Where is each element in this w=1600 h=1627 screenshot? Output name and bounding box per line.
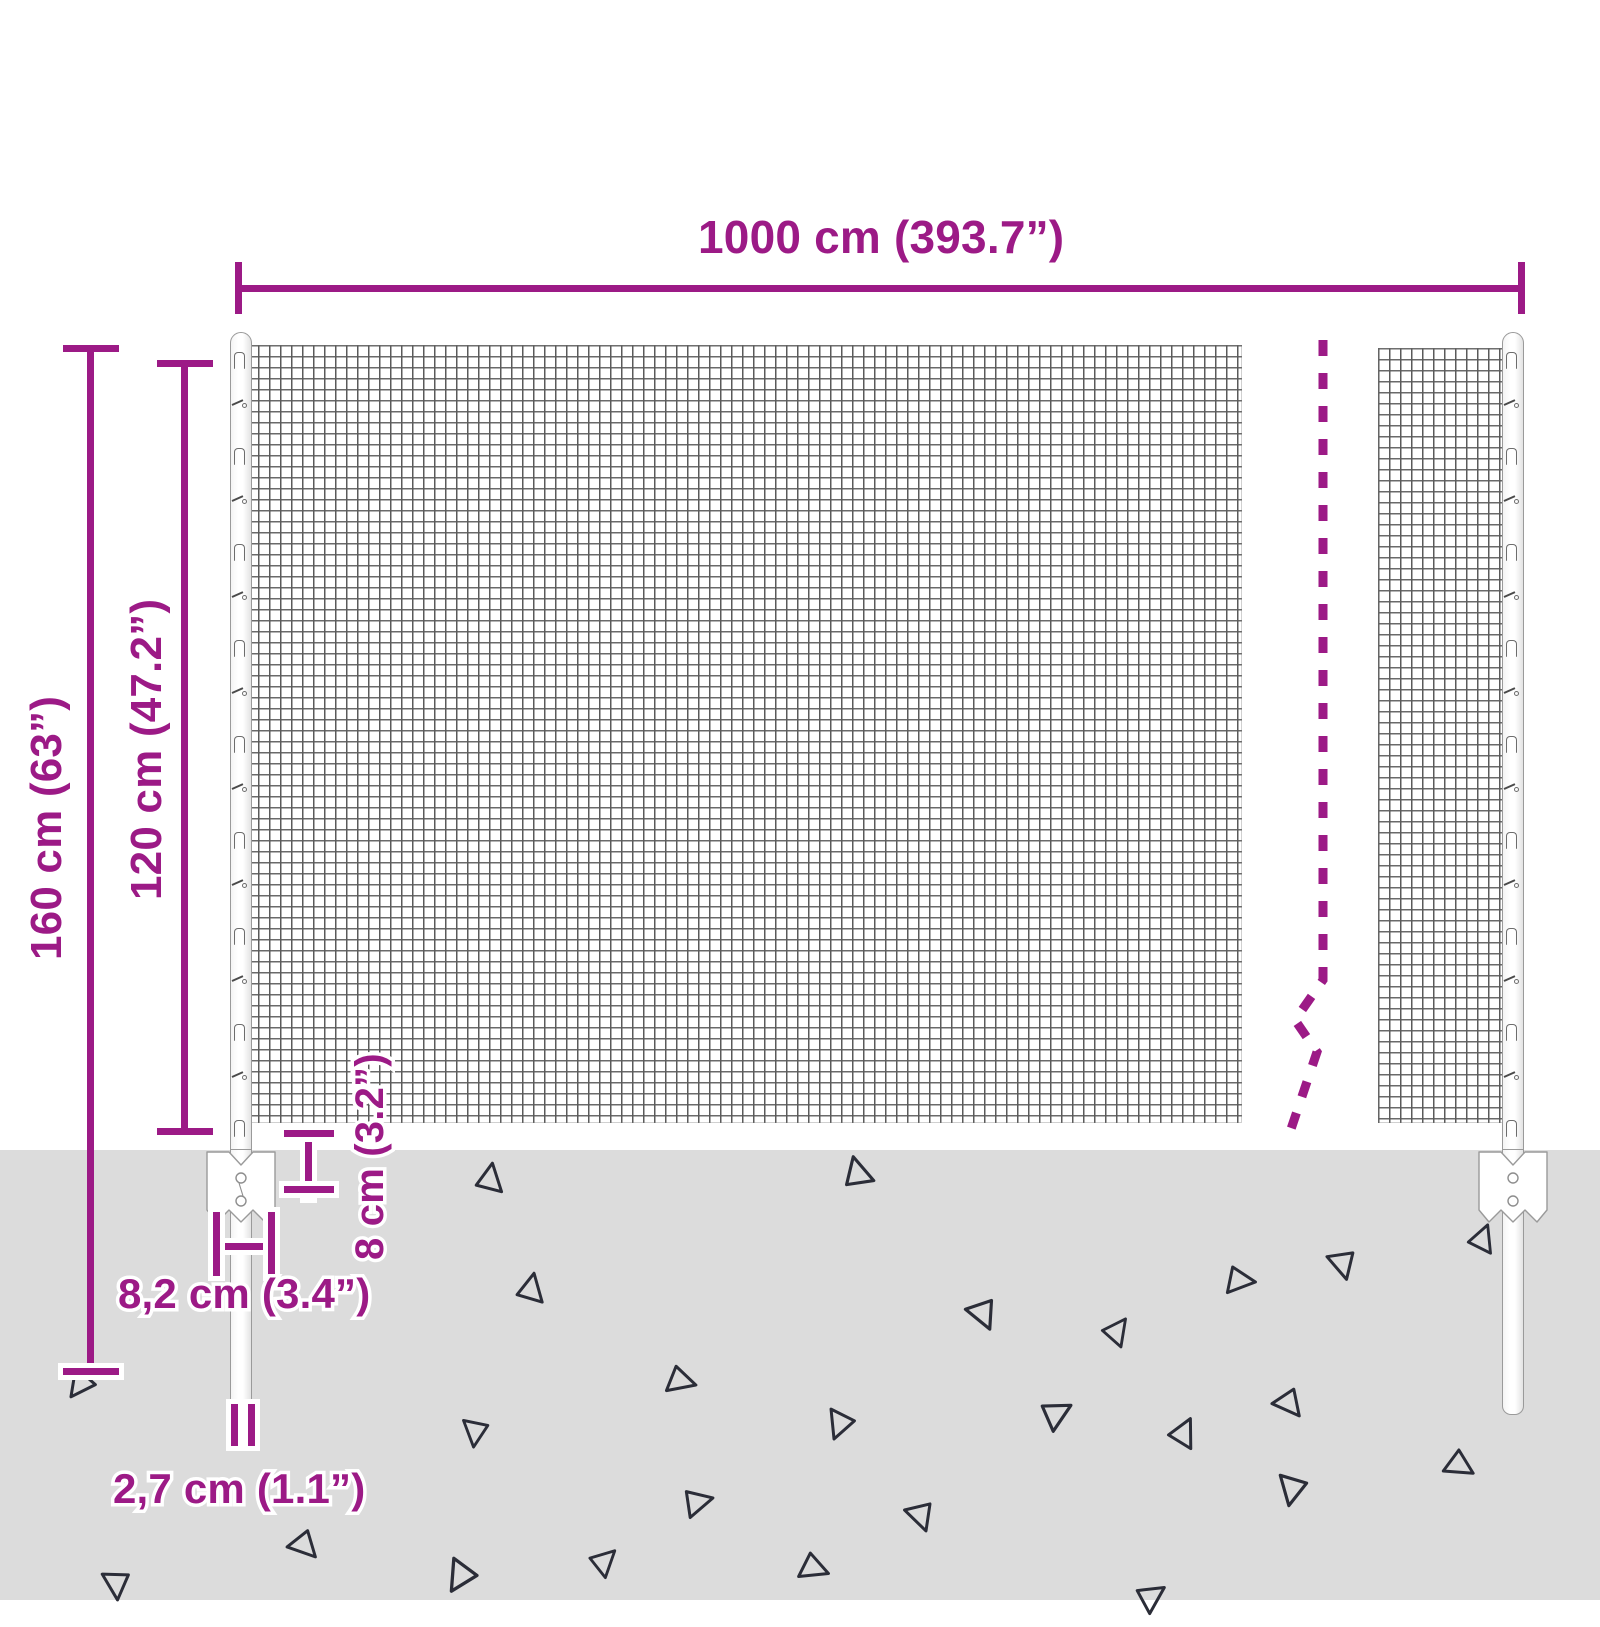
post-clip-left <box>234 832 245 849</box>
pebble <box>1429 1436 1488 1493</box>
pebble <box>1088 1304 1144 1361</box>
wire-mesh-panel-left <box>247 345 1242 1123</box>
post-clip-right <box>1506 832 1517 849</box>
pebble <box>1155 1406 1210 1464</box>
fence-post-right-above-ground <box>1502 332 1524 1150</box>
panel-height-dimension-label: 120 cm (47.2”) <box>119 595 175 903</box>
post-screw-right <box>1504 688 1519 698</box>
post-screw-right <box>1504 1072 1519 1082</box>
post-clip-right <box>1506 352 1517 369</box>
pebble <box>1457 1214 1507 1267</box>
pebble <box>273 1514 333 1574</box>
base-plate-height-tick-top <box>284 1130 334 1137</box>
post-width-dimension-line <box>234 1424 250 1431</box>
panel-height-dimension-line <box>181 360 188 1135</box>
pebble <box>574 1534 631 1591</box>
pebble <box>832 1146 885 1203</box>
post-clip-left <box>234 1120 245 1137</box>
post-clip-left <box>234 736 245 753</box>
post-screw-right <box>1504 400 1519 410</box>
post-clip-left <box>234 928 245 945</box>
post-clip-left <box>234 448 245 465</box>
post-clip-right <box>1506 1120 1517 1137</box>
base-plate-width-dimension-line <box>215 1243 273 1250</box>
post-clip-right <box>1506 544 1517 561</box>
post-clip-left <box>234 1024 245 1041</box>
post-screw-right <box>1504 592 1519 602</box>
panel-height-tick-bottom <box>157 1128 213 1135</box>
post-clip-right <box>1506 640 1517 657</box>
dashed-break-line <box>1255 340 1375 1137</box>
post-width-dimension-label: 2,7 cm (1.1”) <box>109 1462 368 1516</box>
post-screw-right <box>1504 784 1519 794</box>
pebble <box>652 1355 706 1405</box>
post-clip-right <box>1506 1024 1517 1041</box>
width-dimension-label: 1000 cm (393.7”) <box>698 211 1065 263</box>
pebble <box>430 1542 493 1607</box>
width-dimension-line <box>235 285 1525 292</box>
total-height-tick-top <box>63 345 119 352</box>
pebble <box>1267 1461 1317 1515</box>
base-plate-height-dimension-line <box>305 1134 312 1198</box>
pebble <box>669 1477 723 1527</box>
post-screw-left <box>232 688 247 698</box>
gravel-ground <box>0 1150 1600 1600</box>
base-plate-width-tick-right <box>268 1212 275 1276</box>
pebble <box>507 1265 554 1316</box>
post-clip-left <box>234 544 245 561</box>
wire-mesh-panel-right <box>1378 348 1518 1123</box>
pebble <box>1258 1372 1318 1432</box>
pebble <box>784 1541 840 1594</box>
pebble <box>94 1558 138 1606</box>
post-screw-left <box>232 496 247 506</box>
width-dimension-tick-right <box>1518 262 1525 314</box>
pebble <box>467 1155 513 1205</box>
pebble <box>814 1395 867 1451</box>
panel-height-tick-top <box>157 360 213 367</box>
pebble <box>953 1282 1011 1343</box>
base-plate-width-dimension-label: 8,2 cm (3.4”) <box>114 1267 373 1321</box>
post-clip-right <box>1506 928 1517 945</box>
pebble <box>1214 1259 1262 1303</box>
pebble <box>894 1487 947 1543</box>
post-clip-right <box>1506 448 1517 465</box>
post-screw-right <box>1504 880 1519 890</box>
post-screw-left <box>232 976 247 986</box>
pebble <box>454 1408 496 1454</box>
post-screw-left <box>232 880 247 890</box>
post-screw-right <box>1504 496 1519 506</box>
base-plate-width-tick-left <box>213 1212 220 1276</box>
post-width-tick-right <box>248 1404 255 1446</box>
base-plate-height-dimension-label: 8 cm (3.2”) <box>345 1050 396 1264</box>
post-clip-left <box>234 352 245 369</box>
total-height-dimension-line <box>87 345 94 1375</box>
base-plate-height-tick-bottom <box>284 1186 334 1193</box>
post-screw-left <box>232 784 247 794</box>
fence-post-left-above-ground <box>230 332 252 1150</box>
post-width-tick-left <box>231 1404 238 1446</box>
post-screw-left <box>232 592 247 602</box>
post-clip-left <box>234 640 245 657</box>
post-anchor-plate-right <box>1475 1150 1551 1228</box>
total-height-dimension-label: 160 cm (63”) <box>19 692 75 963</box>
post-screw-right <box>1504 976 1519 986</box>
pebble <box>1317 1236 1367 1290</box>
pebble <box>1024 1385 1086 1445</box>
post-clip-right <box>1506 736 1517 753</box>
post-screw-left <box>232 400 247 410</box>
width-dimension-tick-left <box>235 262 242 314</box>
post-screw-left <box>232 1072 247 1082</box>
pebble <box>52 1353 111 1413</box>
total-height-tick-bottom <box>63 1368 119 1375</box>
